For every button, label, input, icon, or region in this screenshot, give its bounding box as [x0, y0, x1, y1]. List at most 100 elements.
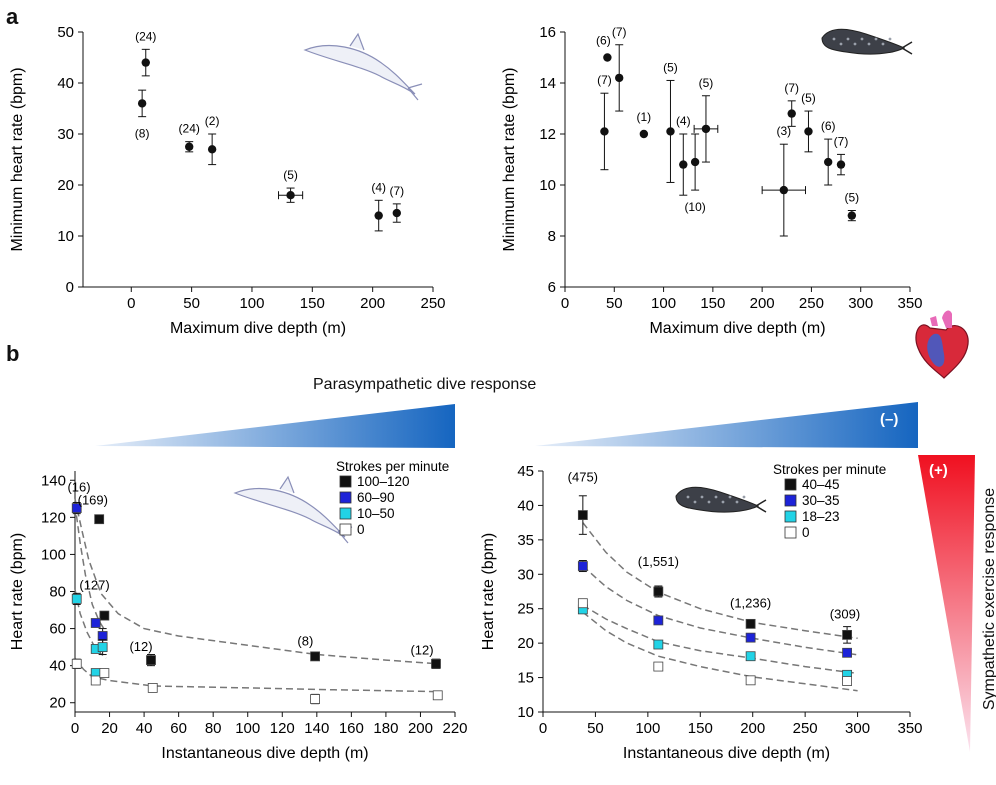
seal-body [821, 28, 906, 55]
y-tick-label: 40 [49, 658, 66, 675]
seal-spot [686, 495, 690, 499]
seal-spot [874, 37, 878, 41]
y-tick-label: 6 [548, 279, 556, 296]
x-tick-label: 350 [897, 295, 922, 312]
sample-size-label: (5) [801, 91, 816, 105]
seal-spot [707, 500, 711, 504]
data-square-cyan [71, 594, 82, 604]
data-square-cyan [97, 642, 108, 653]
sample-size-label: (7) [784, 81, 799, 95]
x-tick-label: 100 [651, 295, 676, 312]
y-tick-label: 0 [66, 279, 74, 296]
x-tick-label: 60 [170, 720, 187, 737]
x-axis-label: Maximum dive depth (m) [170, 320, 346, 337]
x-tick-label: 250 [420, 295, 445, 312]
data-square-white [745, 675, 756, 686]
count-annotation: (169) [78, 492, 108, 507]
parasympathetic-gradient-left [95, 404, 455, 448]
sample-size-label: (10) [684, 200, 705, 214]
data-square-white [99, 668, 110, 678]
data-square-cyan [653, 639, 664, 650]
y-tick-label: 12 [539, 126, 556, 143]
sample-size-label: (24) [179, 122, 200, 136]
legend-title: Strokes per minute [336, 459, 449, 474]
y-axis-label: Minimum heart rate (bpm) [9, 67, 26, 251]
data-point [392, 208, 401, 218]
y-tick-label: 45 [517, 463, 534, 480]
x-tick-label: 50 [587, 720, 604, 737]
seal-spot [881, 42, 885, 46]
x-tick-label: 120 [270, 720, 295, 737]
y-tick-label: 25 [517, 601, 534, 618]
y-tick-label: 8 [548, 228, 556, 245]
fit-curve [582, 565, 858, 656]
sample-size-label: (7) [389, 184, 404, 198]
fit-curve [582, 604, 858, 675]
data-point [615, 73, 624, 83]
sympathetic-label: Sympathetic exercise response [981, 487, 996, 711]
y-tick-label: 35 [517, 532, 534, 549]
x-tick-label: 200 [408, 720, 433, 737]
panel-letter-b: b [6, 341, 20, 366]
chart-b-left: 0 20 40 60 80 100 120 140 160 180 200 220 20 40 60 80 10… [9, 459, 468, 762]
data-point [679, 160, 688, 169]
x-tick-label: 200 [360, 295, 385, 312]
data-square-white [653, 661, 664, 672]
x-tick-label: 250 [799, 295, 824, 312]
data-point [639, 129, 649, 139]
legend-swatch-white [784, 526, 797, 539]
x-tick-label: 150 [700, 295, 725, 312]
x-tick-label: 0 [539, 720, 547, 737]
sample-size-label: (4) [676, 114, 691, 128]
x-tick-label: 200 [740, 720, 765, 737]
fit-curve [74, 498, 438, 665]
data-square-blue [97, 631, 108, 641]
legend-swatch-black [784, 478, 797, 491]
legend-entry-label: 30–35 [802, 493, 840, 508]
chart-a-right: 0 50 100 150 200 250 300 350 6 8 10 12 14 16 Maximum d… [501, 24, 923, 337]
seal-spot [846, 37, 850, 41]
x-tick-label: 300 [848, 295, 873, 312]
data-square-black [842, 629, 852, 640]
legend-entry-label: 0 [802, 525, 810, 540]
x-tick-label: 350 [897, 720, 922, 737]
sample-size-label: (2) [205, 114, 220, 128]
sample-size-label: (6) [596, 34, 611, 48]
data-point [847, 211, 857, 220]
sample-size-label: (5) [845, 191, 860, 205]
x-tick-label: 150 [688, 720, 713, 737]
sample-size-label: (24) [135, 29, 156, 43]
data-point [666, 127, 675, 136]
x-axis-label: Instantaneous dive depth (m) [161, 745, 368, 762]
data-square-blue [653, 615, 664, 626]
data-point [286, 191, 295, 200]
y-tick-label: 120 [41, 509, 66, 526]
x-tick-label: 0 [561, 295, 569, 312]
legend-swatch-blue [339, 491, 352, 504]
data-point [823, 157, 833, 167]
x-tick-label: 200 [750, 295, 775, 312]
data-square-white [432, 690, 443, 701]
data-point [779, 185, 789, 195]
legend-swatch-white [339, 523, 352, 536]
data-point [836, 160, 846, 169]
x-tick-label: 140 [304, 720, 329, 737]
minus-label: (–) [880, 411, 899, 428]
y-tick-label: 10 [539, 177, 556, 194]
data-square-blue [71, 503, 82, 513]
count-annotation: (8) [297, 633, 313, 648]
count-annotation: (1,236) [730, 595, 771, 610]
sample-size-label: (5) [663, 60, 678, 74]
y-tick-label: 30 [57, 126, 74, 143]
x-axis-label: Instantaneous dive depth (m) [623, 745, 830, 762]
legend-entry-label: 60–90 [357, 490, 395, 505]
count-annotation: (309) [830, 606, 860, 621]
y-tick-label: 40 [517, 497, 534, 514]
chart-a-left: 0 50 100 150 200 250 0 10 20 30 40 50 Maximum dive d… [9, 24, 446, 337]
legend-entry-label: 0 [357, 522, 365, 537]
data-square-white [147, 683, 158, 693]
legend-swatch-cyan [339, 507, 352, 520]
y-tick-label: 100 [41, 546, 66, 563]
dolphin-body [303, 44, 416, 95]
